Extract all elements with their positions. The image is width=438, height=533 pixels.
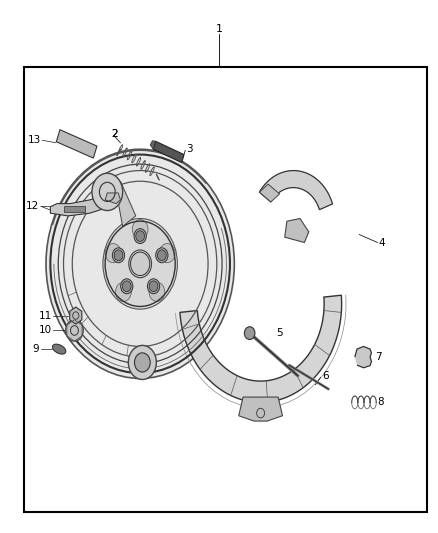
Circle shape xyxy=(103,219,177,309)
Circle shape xyxy=(244,327,255,340)
Circle shape xyxy=(132,220,148,239)
Polygon shape xyxy=(285,219,309,243)
Polygon shape xyxy=(57,130,97,158)
Circle shape xyxy=(149,282,165,302)
Text: 8: 8 xyxy=(378,398,384,407)
Circle shape xyxy=(122,281,131,292)
Text: 11: 11 xyxy=(39,311,52,320)
Polygon shape xyxy=(70,307,82,324)
Circle shape xyxy=(149,281,158,292)
Circle shape xyxy=(105,244,121,263)
Circle shape xyxy=(134,229,146,244)
Polygon shape xyxy=(180,295,342,402)
Text: 3: 3 xyxy=(186,144,193,154)
Circle shape xyxy=(66,320,83,341)
Circle shape xyxy=(46,149,234,378)
Polygon shape xyxy=(118,181,136,227)
Circle shape xyxy=(92,173,123,211)
Text: 2: 2 xyxy=(111,130,118,139)
Polygon shape xyxy=(50,196,114,216)
Circle shape xyxy=(113,248,125,263)
Text: 4: 4 xyxy=(379,238,385,247)
Circle shape xyxy=(155,248,168,263)
Text: 5: 5 xyxy=(276,328,283,338)
Circle shape xyxy=(134,353,150,372)
Polygon shape xyxy=(153,141,184,163)
Circle shape xyxy=(114,250,123,261)
Circle shape xyxy=(120,279,133,294)
Circle shape xyxy=(129,250,152,278)
Text: 2: 2 xyxy=(111,130,118,139)
Circle shape xyxy=(148,279,160,294)
Text: 10: 10 xyxy=(39,326,52,335)
Text: 7: 7 xyxy=(375,352,381,362)
Ellipse shape xyxy=(53,344,66,354)
Text: 13: 13 xyxy=(28,135,41,145)
Bar xyxy=(24,67,427,512)
Polygon shape xyxy=(64,206,85,212)
Text: 6: 6 xyxy=(322,371,328,381)
Polygon shape xyxy=(355,346,371,368)
Polygon shape xyxy=(239,397,283,421)
Text: 1: 1 xyxy=(215,25,223,34)
Circle shape xyxy=(136,231,145,241)
Circle shape xyxy=(159,244,175,263)
Circle shape xyxy=(116,282,131,302)
Text: 9: 9 xyxy=(33,344,39,354)
Circle shape xyxy=(157,250,166,261)
Text: 12: 12 xyxy=(26,201,39,211)
Polygon shape xyxy=(259,171,332,209)
Polygon shape xyxy=(105,193,120,204)
Polygon shape xyxy=(259,184,279,202)
Polygon shape xyxy=(150,141,155,149)
Circle shape xyxy=(128,345,156,379)
